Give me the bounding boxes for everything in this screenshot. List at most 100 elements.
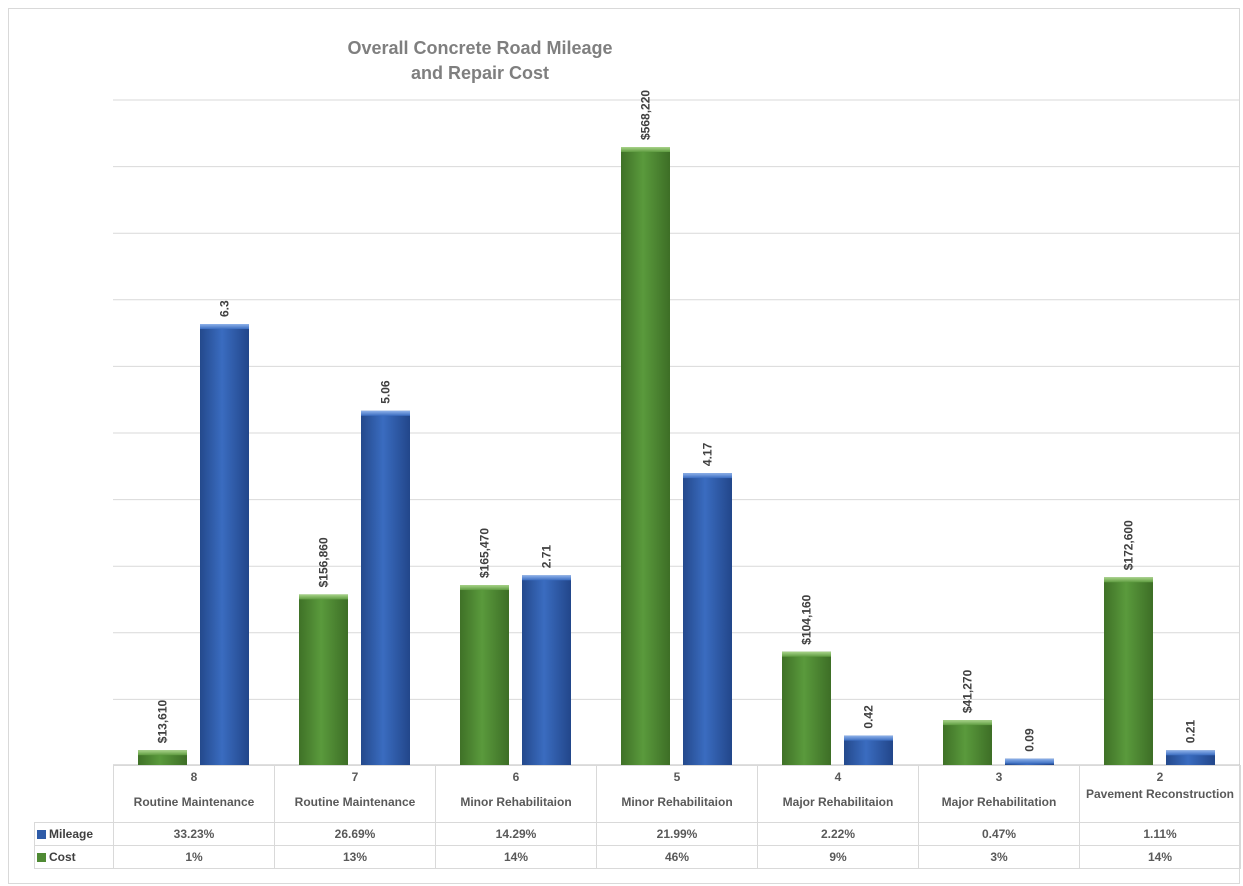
mileage-bar [1005,758,1054,765]
cost-bar-cap [299,594,348,600]
category-number: 8 [190,770,198,784]
cost-data-label: $41,270 [961,669,975,713]
category-cell: 4 Major Rehabilitaion [757,765,919,823]
mileage-bar-cap [1166,750,1215,756]
chart-title: Overall Concrete Road Mileage and Repair… [347,38,613,83]
cost-data-label: $165,470 [478,528,492,578]
mileage-bar [361,410,410,765]
category-number: 6 [512,770,520,784]
mileage-bar [683,473,732,765]
mileage-data-label: 0.42 [862,705,876,729]
category-row: 8 Routine Maintenance 7 Routine Maintenance… [34,765,1241,823]
mileage-data-label: 4.17 [701,442,715,466]
cost-bar [621,147,670,765]
mileage-data-label: 5.06 [379,380,393,404]
mileage-data-label: 6.3 [218,300,232,317]
category-label: Major Rehabilitation [941,795,1057,809]
category-cell: 8 Routine Maintenance [113,765,275,823]
cost-bar [1104,577,1153,765]
mileage-bar-body [522,575,571,765]
cost-bar-cap [460,585,509,591]
gridlines [113,99,1240,766]
table-cell: 46% [596,845,758,869]
table-cell: 0.47% [918,822,1080,846]
cost-bar-cap [621,147,670,152]
category-label: Major Rehabilitaion [782,795,894,809]
mileage-bar [522,575,571,765]
table-cell: 26.69% [274,822,436,846]
mileage-bar [1166,750,1215,765]
cost-data-label: $13,610 [156,699,170,743]
mileage-data-label: 0.21 [1184,720,1198,744]
mileage-bar-cap [200,324,249,329]
mileage-bar [200,324,249,765]
table-cell: 9% [757,845,919,869]
table-row: Cost 1% 13% 14% 46% 9% 3% 14% [34,845,1241,869]
mileage-bar-cap [683,473,732,479]
cost-bar-cap [782,651,831,657]
cost-bar-body [943,720,992,765]
legend-entry: Mileage [34,822,114,846]
mileage-bar-body [683,473,732,765]
table-cell: 1% [113,845,275,869]
bars [138,147,1215,765]
category-label: Routine Maintenance [294,795,416,809]
cost-bar [782,651,831,765]
mileage-bar-body [361,410,410,765]
category-number: 2 [1156,770,1164,784]
cost-bar [943,720,992,765]
mileage-bar-cap [522,575,571,581]
category-label: Pavement Reconstruction [1085,787,1235,801]
table-corner [34,765,114,823]
data-table: 8 Routine Maintenance 7 Routine Maintenance… [34,765,1241,869]
category-cell: 6 Minor Rehabilitaion [435,765,597,823]
mileage-data-label: 2.71 [540,545,554,569]
category-number: 3 [995,770,1003,784]
category-cell: 3 Major Rehabilitation [918,765,1080,823]
cost-bar-cap [1104,577,1153,583]
legend-entry: Cost [34,845,114,869]
table-cell: 1.11% [1079,822,1241,846]
data-labels: $13,610 6.3 $156,860 5.06 $165,470 2.71 $568,2… [156,90,1198,752]
cost-bar-body [782,651,831,765]
cost-bar-body [299,594,348,765]
cost-data-label: $104,160 [800,594,814,644]
cost-bar [299,594,348,765]
table-cell: 3% [918,845,1080,869]
mileage-data-label: 0.09 [1023,728,1037,752]
legend-label: Cost [49,850,76,864]
category-label: Minor Rehabilitaion [621,795,733,809]
legend-swatch [37,853,46,862]
table-cell: 33.23% [113,822,275,846]
cost-bar [460,585,509,765]
category-number: 7 [351,770,359,784]
cost-data-label: $172,600 [1122,520,1136,570]
table-cell: 2.22% [757,822,919,846]
cost-bar-body [621,147,670,765]
table-cell: 13% [274,845,436,869]
category-cell: 5 Minor Rehabilitaion [596,765,758,823]
mileage-bar-cap [361,410,410,416]
legend-label: Mileage [49,827,94,841]
cost-bar [138,750,187,765]
mileage-bar-cap [1005,758,1054,764]
table-cell: 14% [435,845,597,869]
table-cell: 14.29% [435,822,597,846]
table-cell: 14% [1079,845,1241,869]
cost-data-label: $156,860 [317,537,331,587]
chart-frame [8,8,1240,884]
table-cell: 21.99% [596,822,758,846]
category-cell: 7 Routine Maintenance [274,765,436,823]
cost-bar-body [460,585,509,765]
cost-data-label: $568,220 [639,90,653,140]
category-label: Minor Rehabilitaion [460,795,572,809]
mileage-bar [844,735,893,765]
category-number: 4 [834,770,842,784]
cost-bar-cap [138,750,187,756]
cost-bar-cap [943,720,992,726]
category-number: 5 [673,770,681,784]
category-cell: 2 Pavement Reconstruction [1079,765,1241,823]
legend-swatch [37,830,46,839]
cost-bar-body [1104,577,1153,765]
